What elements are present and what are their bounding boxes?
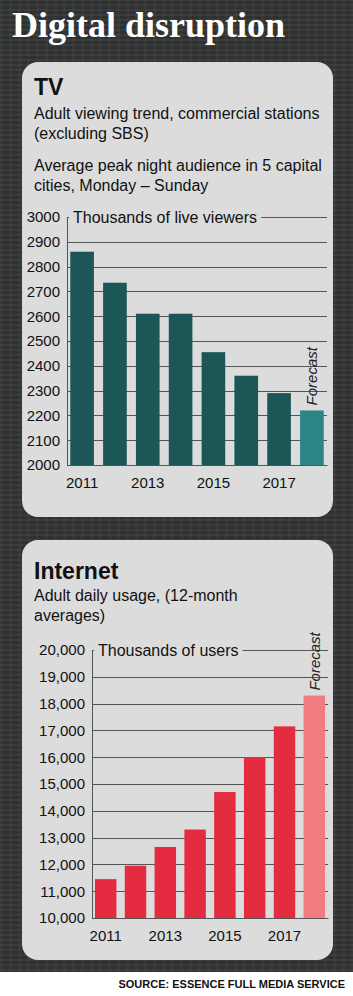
y-tick: 2900 bbox=[27, 233, 327, 250]
y-tick-label: 2100 bbox=[27, 432, 60, 449]
bar bbox=[274, 726, 295, 918]
bar bbox=[202, 352, 226, 465]
y-label-group: Thousands of users bbox=[94, 640, 243, 660]
y-tick-label: 10,000 bbox=[39, 909, 85, 926]
y-label-background bbox=[69, 207, 261, 227]
bars bbox=[95, 696, 325, 918]
x-tick: 2011 bbox=[90, 927, 122, 944]
y-tick-label: 2400 bbox=[27, 357, 60, 374]
x-tick-label: 2015 bbox=[208, 927, 241, 944]
bar bbox=[304, 696, 325, 918]
x-tick: 2013 bbox=[149, 927, 182, 944]
panel: 10,000 11,000 12,000 13,000 14,000 15,000 16,0… bbox=[22, 540, 333, 960]
x-tick-label: 2015 bbox=[197, 474, 230, 491]
bar bbox=[125, 866, 146, 918]
y-tick: 18,000 bbox=[39, 695, 328, 712]
bar bbox=[169, 314, 193, 465]
bar bbox=[136, 314, 160, 465]
x-tick-label: 2013 bbox=[149, 927, 182, 944]
bar bbox=[234, 376, 258, 465]
x-axis-line bbox=[68, 465, 328, 466]
y-tick-label: 2500 bbox=[27, 332, 60, 349]
y-tick-label: 2000 bbox=[27, 456, 60, 473]
grid-line bbox=[67, 465, 327, 466]
grid-line bbox=[92, 918, 328, 919]
grid-line bbox=[67, 267, 327, 268]
chart-title: TV bbox=[34, 74, 63, 101]
x-tick: 2015 bbox=[197, 474, 230, 491]
x-tick: 2017 bbox=[268, 927, 301, 944]
annotation: Forecast bbox=[303, 346, 320, 405]
x-tick: 2011 bbox=[66, 474, 98, 491]
x-tick-label: 2017 bbox=[268, 927, 301, 944]
y-tick-label: 11,000 bbox=[40, 883, 85, 900]
x-tick: 2017 bbox=[262, 474, 295, 491]
x-tick: 2015 bbox=[208, 927, 241, 944]
grid-line bbox=[92, 704, 328, 705]
y-tick-label: 12,000 bbox=[39, 856, 85, 873]
y-tick-label: 16,000 bbox=[39, 749, 85, 766]
subtitle: Average peak night audience in 5 capital… bbox=[34, 156, 324, 196]
x-tick-label: 2017 bbox=[262, 474, 295, 491]
annotation: Forecast bbox=[306, 631, 323, 690]
subtitle: Adult viewing trend, commercial stations… bbox=[34, 104, 324, 144]
bar bbox=[184, 830, 205, 918]
y-label-group: Thousands of live viewers bbox=[69, 207, 261, 227]
x-tick-label: 2011 bbox=[66, 474, 98, 491]
x-axis: 2011 2013 2015 2017 bbox=[90, 919, 329, 944]
grid-line bbox=[67, 242, 327, 243]
y-tick-label: 13,000 bbox=[39, 829, 85, 846]
y-tick-label: 3000 bbox=[27, 208, 60, 225]
bar bbox=[300, 410, 324, 465]
source: SOURCE: ESSENCE FULL MEDIA SERVICE bbox=[118, 972, 345, 996]
x-tick-label: 2011 bbox=[90, 927, 122, 944]
y-axis: 10,000 11,000 12,000 13,000 14,000 15,000 16,0… bbox=[39, 641, 328, 926]
y-label-background bbox=[94, 640, 243, 660]
y-tick-label: 19,000 bbox=[39, 668, 85, 685]
subtitle-box: Adult viewing trend, commercial stations… bbox=[34, 104, 324, 196]
grid-line bbox=[92, 677, 328, 678]
x-tick: 2013 bbox=[131, 474, 164, 491]
y-tick-label: 18,000 bbox=[39, 695, 85, 712]
y-tick-label: 15,000 bbox=[39, 775, 85, 792]
y-label: Thousands of live viewers bbox=[73, 209, 257, 226]
y-tick: 19,000 bbox=[39, 668, 328, 685]
bars bbox=[70, 252, 323, 465]
y-label: Thousands of users bbox=[98, 642, 239, 659]
y-tick: 20,000 bbox=[39, 641, 328, 658]
x-axis-line bbox=[93, 918, 329, 919]
x-tick-label: 2013 bbox=[131, 474, 164, 491]
subtitle: Adult daily usage, (12-month averages) bbox=[34, 586, 304, 626]
y-tick-label: 2700 bbox=[27, 283, 60, 300]
bar bbox=[267, 393, 291, 465]
y-tick-label: 2600 bbox=[27, 308, 60, 325]
y-tick-label: 2200 bbox=[27, 407, 60, 424]
x-axis: 2011 2013 2015 2017 bbox=[66, 466, 328, 491]
page-title: Digital disruption bbox=[12, 4, 285, 46]
background: Digital disruption SOURCE: ESSENCE FULL M… bbox=[0, 0, 353, 996]
bar bbox=[95, 879, 116, 918]
y-tick-label: 20,000 bbox=[39, 641, 85, 658]
chart-title: Internet bbox=[34, 558, 118, 585]
y-tick-label: 14,000 bbox=[39, 802, 85, 819]
bar bbox=[155, 847, 176, 918]
bar bbox=[103, 283, 127, 465]
bar bbox=[244, 757, 265, 918]
y-tick-label: 2300 bbox=[27, 382, 60, 399]
panel: 2000 2100 2200 2300 2400 2500 2600 2700 2800 2900… bbox=[22, 62, 333, 517]
y-tick-label: 2900 bbox=[27, 233, 60, 250]
y-tick-label: 2800 bbox=[27, 258, 60, 275]
y-tick-label: 17,000 bbox=[39, 722, 85, 739]
bar bbox=[214, 792, 235, 918]
y-axis: 2000 2100 2200 2300 2400 2500 2600 2700 2800 2900… bbox=[27, 208, 327, 473]
subtitle-box: Adult daily usage, (12-month averages) bbox=[34, 586, 304, 626]
bar bbox=[70, 252, 94, 465]
